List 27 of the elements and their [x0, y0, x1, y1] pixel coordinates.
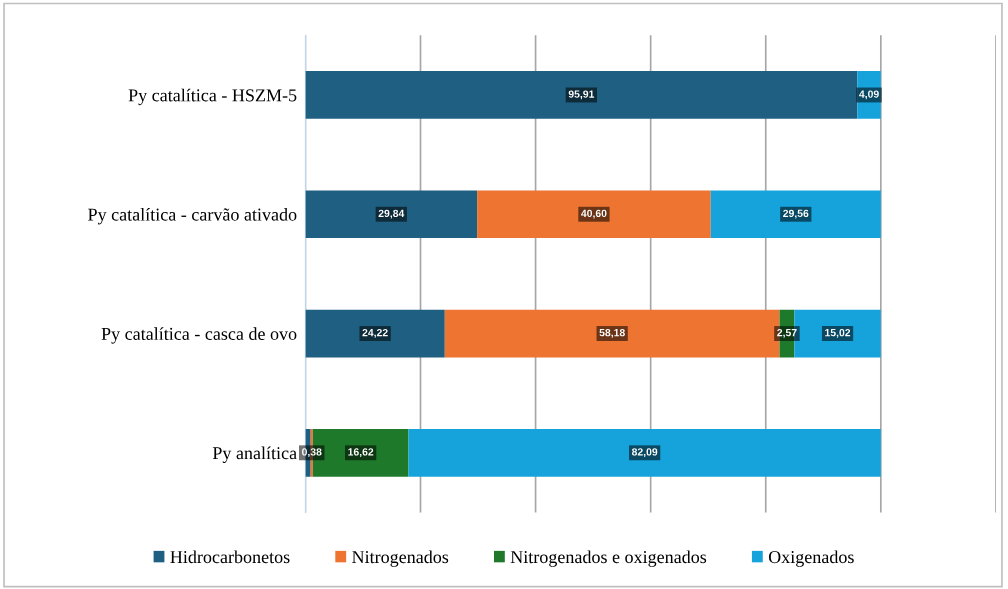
data-label: 4,09 [859, 90, 879, 100]
bar [305, 309, 445, 358]
bar [857, 71, 881, 119]
data-label: 24,22 [362, 328, 388, 338]
data-label: 0,38 [302, 448, 322, 458]
legend-label: Nitrogenados [352, 550, 449, 567]
y-tick-label: Py catalítica - casca de ovo [101, 327, 297, 344]
y-tick-label: Py catalítica - HSZM-5 [128, 88, 297, 106]
legend-label: Hidrocarbonetos [170, 550, 290, 564]
bar [710, 190, 881, 239]
data-label: 16,62 [348, 448, 374, 458]
y-tick-label: Py catalítica - carvão ativado [88, 207, 297, 225]
data-label: 29,56 [783, 209, 809, 219]
bar [305, 71, 858, 119]
bar [477, 190, 711, 239]
data-label: 95,91 [568, 90, 595, 100]
data-label: 29,84 [378, 209, 405, 219]
data-label: 58,18 [599, 328, 625, 338]
bar [408, 428, 881, 477]
legend-label: Nitrogenados e oxigenados [510, 550, 707, 567]
data-label: 82,09 [631, 448, 658, 458]
legend-label: Oxigenados [768, 550, 854, 567]
y-tick-label: Py analítica [212, 446, 297, 463]
bar [305, 190, 478, 239]
data-label: 40,60 [581, 209, 607, 219]
data-label: 2,57 [777, 328, 797, 338]
data-label: 15,02 [825, 328, 851, 338]
